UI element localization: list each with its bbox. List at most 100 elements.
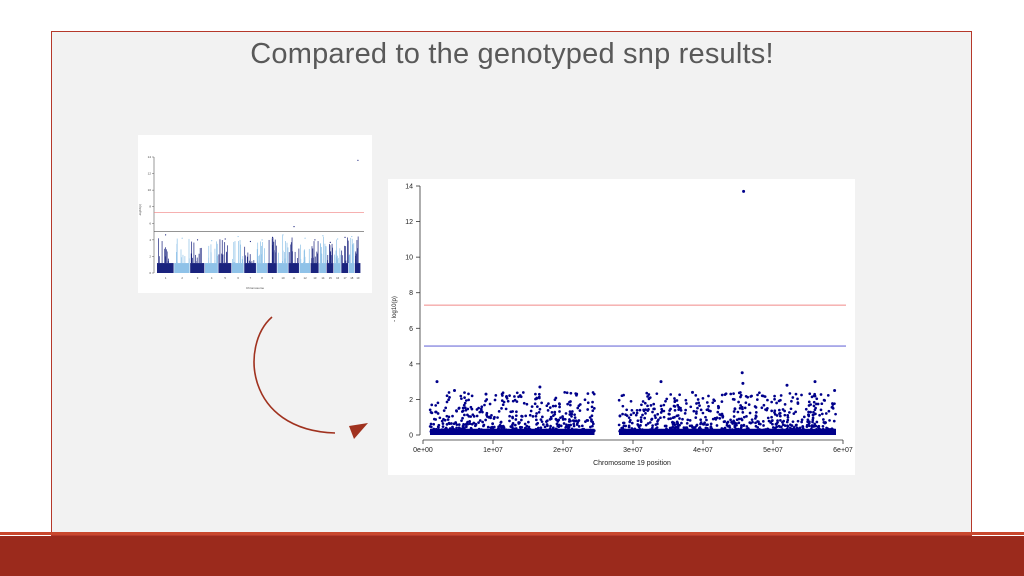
chr19-snp-point: [428, 408, 432, 412]
chr19-snp-point: [539, 426, 543, 430]
chr19-snp-point: [813, 423, 817, 427]
chr19-snp-point: [679, 409, 683, 412]
chr19-snp-point: [792, 412, 796, 415]
genome-chr-spike-9: [268, 239, 270, 264]
chr19-snp-point: [738, 406, 742, 410]
chr19-snp-point: [536, 426, 540, 430]
chr19-snp-point: [800, 393, 803, 397]
chr19-snp-point: [522, 401, 526, 405]
chr19-snp-point: [521, 391, 525, 394]
chr19-snp-point: [517, 395, 520, 399]
chr19-snp-point: [673, 408, 677, 412]
chr19-snp-point: [705, 428, 709, 431]
chr19-snp-point: [515, 400, 519, 403]
chr19-snp-point: [705, 423, 708, 427]
chr19-snp-point: [663, 424, 667, 428]
genome-chr-spike-5: [227, 245, 229, 264]
slide-title: Compared to the genotyped snp results!: [250, 38, 774, 70]
chr19-snp-point: [675, 399, 679, 402]
chr19-snp-point: [739, 429, 742, 432]
chr19-snp-point: [641, 400, 645, 403]
chr19-snp-point: [573, 416, 577, 419]
chr19-snp-point: [506, 399, 510, 403]
genome-chr-spike-3: [198, 253, 200, 264]
chr19-snp-point: [731, 397, 735, 401]
chr19-snp-point: [812, 404, 816, 408]
chr19-snp-point: [451, 430, 455, 433]
genome-chr-spike-14: [320, 243, 321, 264]
genome-y-tick-label: 10: [148, 188, 152, 192]
genome-chr-spike-3: [195, 254, 196, 264]
genome-chr-spike-12: [303, 257, 305, 264]
chr19-snp-point: [712, 398, 716, 402]
chr19-snp-point: [549, 417, 553, 421]
genome-chr-spike-4: [216, 243, 218, 264]
chr19-snp-point: [694, 429, 698, 433]
chr19-snp-point: [699, 408, 703, 412]
genome-chr-spike-5: [219, 239, 221, 264]
chr19-snp-point: [438, 416, 442, 420]
genome-x-tick-label: 2: [181, 276, 183, 280]
chr19-snp-point: [565, 391, 569, 395]
chr19-y-tick-label: 2: [409, 397, 413, 404]
genome-chr-spike-15: [330, 252, 331, 264]
genome-chr-spike-5: [225, 262, 227, 264]
genome-chr-spike-8: [260, 241, 261, 264]
chr19-snp-point: [524, 414, 528, 418]
chr19-snp-point: [549, 424, 552, 428]
genome-chr-spike-6: [234, 241, 236, 264]
genome-chr-spike-15: [331, 243, 333, 264]
chr19-snp-point: [635, 408, 639, 412]
chr19-snp-point: [555, 422, 559, 426]
chr19-snp-point: [552, 414, 555, 417]
chr19-snp-point: [500, 399, 504, 402]
genome-chr-spike-9: [272, 237, 274, 264]
chr19-snp-point: [650, 417, 654, 421]
chr19-y-tick-label: 8: [409, 290, 413, 297]
genome-chr-spike-7: [246, 256, 248, 264]
genome-chr-spike-4: [210, 253, 212, 264]
genome-chr-spike-16: [339, 248, 341, 264]
chr19-snp-point: [800, 420, 803, 424]
chr19-snp-point: [773, 409, 777, 413]
chr19-snp-point: [431, 429, 435, 433]
chr19-snp-point: [586, 401, 590, 405]
genome-chr-spike-14: [323, 236, 324, 264]
chr19-snp-point: [519, 395, 523, 399]
chr19-snp-point: [565, 423, 568, 427]
chr19-snp-point: [627, 429, 631, 433]
chr19-snp-point: [451, 414, 454, 418]
chr19-snp-point: [671, 423, 675, 426]
chr19-snp-point: [695, 402, 698, 405]
chr19-snp-point: [530, 405, 534, 408]
chr19-snp-point: [770, 429, 774, 433]
chr19-snp-point: [773, 394, 776, 398]
chr19-snp-point: [643, 401, 647, 405]
chr19-snp-point: [592, 429, 595, 433]
chr19-snp-point: [617, 423, 621, 427]
chr19-snp-point: [728, 424, 731, 428]
chr19-snp-point: [576, 430, 580, 433]
chr19-snp-point: [667, 417, 670, 421]
genome-chr-spike-15: [327, 254, 329, 264]
chr19-snp-point: [774, 427, 777, 431]
chr19-snp-point: [513, 395, 516, 398]
chr19-x-axis-label: Chromosome 19 position: [593, 460, 671, 467]
chr19-snp-point: [537, 430, 541, 433]
chr19-snp-point: [470, 394, 474, 398]
genome-chr-spike-10: [282, 250, 284, 264]
chr19-snp-point: [570, 427, 574, 431]
genome-chr-spike-15: [329, 245, 331, 264]
chr19-snp-point: [441, 422, 445, 426]
chr19-snp-point: [699, 421, 703, 424]
chr19-snp-point: [590, 405, 594, 409]
chr19-snp-point: [641, 428, 644, 431]
chr19-snp-point: [484, 418, 487, 422]
chr19-snp-point: [660, 428, 663, 432]
chr19-snp-point: [497, 410, 501, 413]
chr19-snp-point: [559, 416, 562, 420]
chr19-snp-point: [563, 390, 567, 394]
chr19-snp-point: [460, 397, 463, 401]
chr19-snp-point: [659, 404, 663, 408]
genome-chr-spike-12: [304, 249, 306, 264]
